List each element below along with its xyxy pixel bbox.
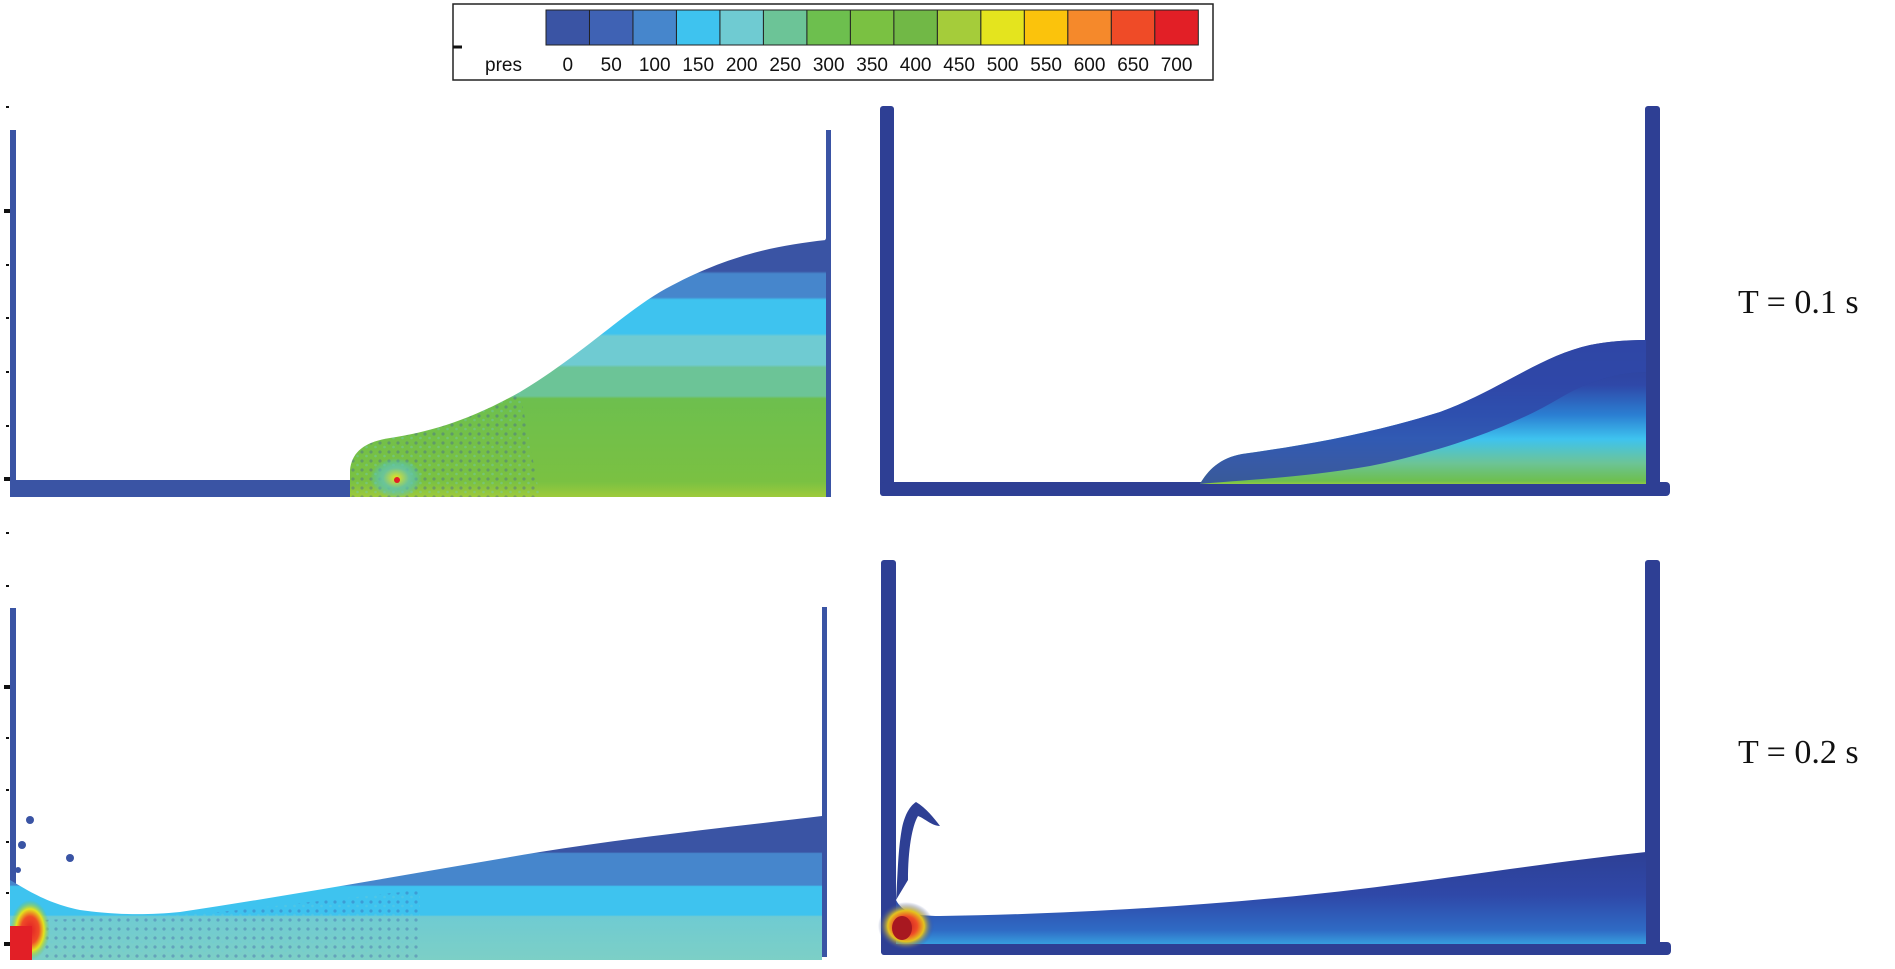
colorbar-tick-labels: 0 50 100 150 200 250 300 350 400 450 500 550 600 650 7…: [562, 55, 1192, 76]
panel-top-left-particle: [10, 130, 831, 498]
left-wall: [881, 560, 896, 955]
colorbar-swatch: [588, 9, 634, 46]
spray-droplet: [26, 816, 34, 824]
impact-core: [10, 926, 32, 960]
pressure-colorbar: pres 0 50 100 150 200 250 300 350 400 450 500 550 60…: [452, 3, 1214, 81]
colorbar-tick-label: 200: [726, 55, 758, 76]
colorbar-tick-label: 700: [1161, 55, 1193, 76]
colorbar-tick-label: 650: [1117, 55, 1149, 76]
spray-droplet: [15, 867, 21, 873]
colorbar-swatches: [545, 9, 1199, 46]
left-wall: [10, 130, 16, 497]
colorbar-swatch: [1023, 9, 1069, 46]
colorbar-variable-label: pres: [485, 55, 522, 76]
colorbar-swatch: [1154, 9, 1199, 46]
wall-spray: [822, 226, 831, 250]
panel-bottom-right-grid: [878, 560, 1671, 955]
colorbar-swatch: [849, 9, 895, 46]
colorbar-tick-label: 500: [987, 55, 1019, 76]
colorbar-tick-label: 250: [769, 55, 801, 76]
peak-pressure-point: [394, 477, 400, 483]
colorbar-tick-label: 0: [562, 55, 573, 76]
left-wall: [880, 106, 894, 496]
colorbar-swatch: [893, 9, 938, 46]
colorbar-swatch: [762, 9, 808, 46]
colorbar-tick-label: 50: [601, 55, 622, 76]
spray-droplet: [66, 854, 74, 862]
time-label-0.1s: T = 0.1 s: [1738, 284, 1859, 321]
colorbar-tick-label: 150: [682, 55, 714, 76]
fluid-top-layer: [1200, 340, 1646, 484]
colorbar-swatch: [936, 9, 982, 46]
colorbar-swatch: [806, 9, 851, 46]
colorbar-swatch: [1110, 9, 1156, 46]
right-wall: [1645, 106, 1660, 496]
colorbar-swatch: [719, 9, 764, 46]
colorbar-tick-label: 400: [900, 55, 932, 76]
colorbar-swatch: [1067, 9, 1112, 46]
colorbar-tick-label: 350: [856, 55, 888, 76]
fluid-body: [896, 852, 1646, 944]
colorbar-tick-label: 300: [813, 55, 845, 76]
floor: [880, 482, 1670, 496]
spray-droplet: [18, 841, 26, 849]
left-wall: [10, 608, 16, 958]
right-wall: [822, 607, 827, 957]
colorbar-swatch: [545, 9, 590, 46]
colorbar-tick-label: 550: [1030, 55, 1062, 76]
colorbar-tick-label: 450: [943, 55, 975, 76]
right-wall: [1645, 560, 1660, 955]
wall-jet: [896, 802, 940, 900]
colorbar-tick-label: 100: [639, 55, 671, 76]
panel-top-right-grid: [880, 106, 1670, 496]
panel-bottom-left-particle: [10, 607, 827, 960]
floor: [881, 942, 1671, 955]
colorbar-swatch: [632, 9, 677, 46]
right-wall: [826, 130, 831, 497]
colorbar-tick-label: 600: [1074, 55, 1106, 76]
colorbar-swatch: [980, 9, 1025, 46]
impact-core: [892, 916, 912, 940]
fluid-speckle: [40, 890, 420, 960]
time-label-0.2s: T = 0.2 s: [1738, 734, 1859, 771]
colorbar-swatch: [675, 9, 721, 46]
